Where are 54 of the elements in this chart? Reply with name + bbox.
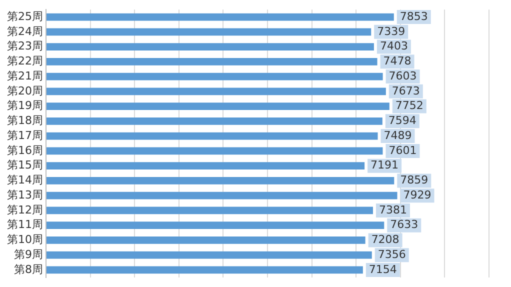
y-tick-label: 第11周 [6, 218, 43, 232]
bar [46, 117, 382, 125]
data-label: 7853 [400, 10, 428, 23]
data-label: 7191 [370, 158, 399, 172]
bar [46, 43, 374, 51]
data-label: 7339 [377, 24, 406, 38]
data-label: 7594 [388, 114, 416, 128]
data-label: 7859 [400, 174, 428, 187]
data-label: 7633 [390, 218, 418, 232]
bar [46, 266, 363, 274]
y-tick-label: 第12周 [6, 203, 43, 216]
y-tick-label: 第21周 [6, 69, 43, 82]
bar [46, 162, 365, 170]
y-tick-label: 第16周 [6, 144, 43, 157]
bar [46, 72, 383, 80]
bar [46, 28, 372, 36]
y-tick-label: 第10周 [6, 233, 43, 246]
data-label: 7601 [388, 144, 417, 157]
y-tick-label: 第14周 [6, 174, 43, 187]
y-tick-label: 第19周 [6, 99, 43, 112]
data-label: 7403 [380, 40, 408, 53]
y-tick-label: 第9周 [14, 248, 43, 261]
data-label: 7154 [368, 262, 397, 276]
y-tick-label: 第13周 [6, 188, 43, 202]
y-tick-label: 第24周 [6, 24, 43, 38]
bar [46, 58, 378, 66]
data-label: 7478 [383, 54, 412, 68]
bar [46, 222, 384, 230]
data-label: 7489 [384, 128, 412, 142]
bar [46, 192, 398, 200]
y-tick-label: 第22周 [6, 54, 43, 68]
bar [46, 236, 366, 244]
y-tick-label: 第15周 [6, 158, 43, 172]
bar [46, 206, 373, 214]
data-label: 7208 [371, 233, 400, 246]
y-tick-label: 第23周 [6, 40, 43, 53]
bar [46, 88, 386, 96]
y-tick-label: 第18周 [6, 114, 43, 128]
data-label: 7752 [395, 99, 424, 112]
bar [46, 147, 383, 155]
data-label: 7381 [378, 203, 407, 216]
data-label: 7356 [378, 248, 406, 261]
y-tick-label: 第25周 [6, 10, 43, 23]
bar [46, 176, 394, 184]
y-tick-label: 第8周 [14, 262, 43, 276]
bar [46, 102, 390, 110]
data-label: 7929 [403, 188, 432, 202]
bar [46, 132, 378, 140]
bar [46, 251, 372, 259]
data-label: 7673 [392, 84, 420, 98]
y-tick-label: 第20周 [6, 84, 43, 98]
y-tick-label: 第17周 [6, 128, 43, 142]
bar [46, 13, 394, 21]
data-label: 7603 [388, 69, 417, 82]
